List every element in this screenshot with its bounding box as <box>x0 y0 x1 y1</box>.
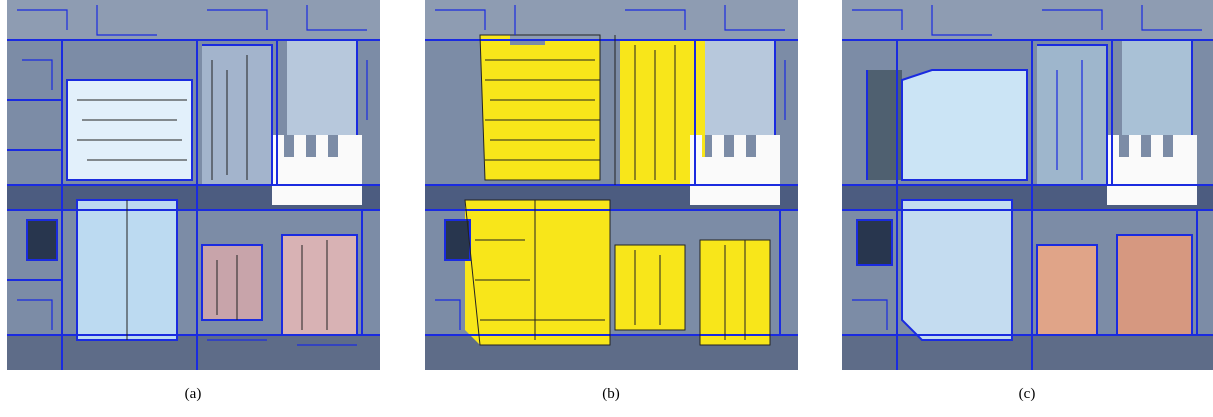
shadow <box>27 220 57 260</box>
window <box>287 40 357 135</box>
shadow <box>857 220 892 265</box>
panel-a <box>7 0 380 370</box>
door <box>1117 235 1192 335</box>
panel-c <box>842 0 1213 370</box>
window <box>705 40 775 135</box>
window <box>902 200 1012 340</box>
door <box>202 245 262 320</box>
yellow-region <box>615 245 685 330</box>
window <box>1122 40 1192 135</box>
yellow-region <box>700 240 770 345</box>
page: (a) (b) (c) (() => { const data = JSON.p… <box>0 0 1213 412</box>
door <box>1037 245 1097 335</box>
door <box>282 235 357 335</box>
yellow-region <box>465 200 610 345</box>
window <box>67 80 192 180</box>
top-band <box>842 0 1213 40</box>
panel-b <box>425 0 798 370</box>
shadow <box>445 220 470 260</box>
window <box>902 70 1027 180</box>
top-band <box>425 0 798 40</box>
caption: (c) <box>1019 386 1036 402</box>
figure: (a) (b) (c) <box>0 0 1213 412</box>
yellow-region <box>480 35 600 180</box>
caption: (a) <box>185 386 202 402</box>
window <box>1037 45 1107 185</box>
caption: (b) <box>602 386 620 402</box>
top-band <box>7 0 380 40</box>
